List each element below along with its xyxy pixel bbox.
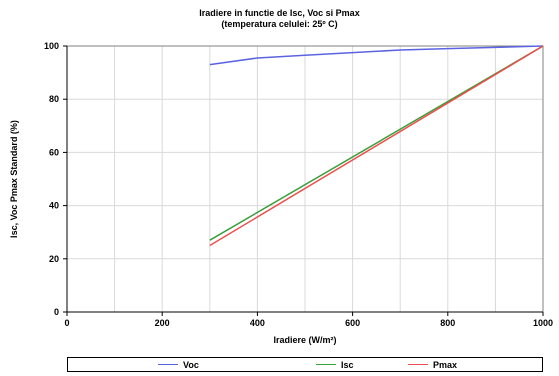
chart-subtitle: (temperatura celulei: 25º C) xyxy=(221,19,338,29)
chart-legend: Voc Isc Pmax xyxy=(67,357,543,372)
chart-title: Iradiere in functie de Isc, Voc si Pmax xyxy=(199,8,360,18)
x-axis-title: Iradiere (W/m²) xyxy=(273,335,336,345)
x-tick-label: 600 xyxy=(345,318,360,328)
y-tick-label: 100 xyxy=(44,41,59,51)
y-tick-label: 60 xyxy=(49,147,59,157)
legend-item-pmax: Pmax xyxy=(408,358,457,371)
x-tick-label: 200 xyxy=(155,318,170,328)
y-axis-title: Isc, Voc Pmax Standard (%) xyxy=(9,120,19,238)
series-line-pmax xyxy=(209,45,544,247)
legend-item-isc: Isc xyxy=(316,358,354,371)
x-tick-label: 800 xyxy=(440,318,455,328)
y-tick-label: 40 xyxy=(49,201,59,211)
legend-item-voc: Voc xyxy=(158,358,199,371)
x-tick-label: 400 xyxy=(250,318,265,328)
y-tick-label: 80 xyxy=(49,94,59,104)
x-tick-label: 0 xyxy=(64,318,69,328)
legend-label-pmax: Pmax xyxy=(433,359,458,370)
legend-swatch-pmax xyxy=(408,364,428,365)
x-tick-label: 1000 xyxy=(533,318,553,328)
y-tick-label: 20 xyxy=(49,254,59,264)
legend-swatch-voc xyxy=(158,364,178,365)
legend-label-isc: Isc xyxy=(341,359,354,370)
legend-label-voc: Voc xyxy=(183,359,199,370)
y-tick-label: 0 xyxy=(54,307,59,317)
legend-swatch-isc xyxy=(316,364,336,365)
series-line-isc xyxy=(209,45,544,241)
series-line-voc xyxy=(209,45,544,66)
